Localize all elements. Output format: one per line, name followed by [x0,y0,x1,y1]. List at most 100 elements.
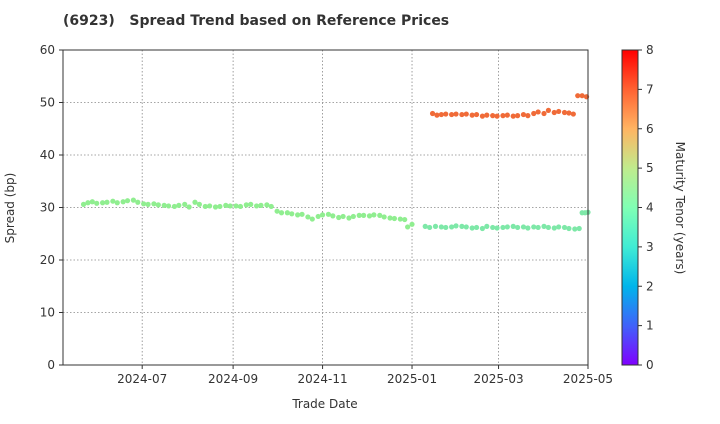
data-point [520,224,527,230]
data-point [161,202,167,208]
data-point [330,213,336,219]
data-point [556,108,562,115]
data-point [494,225,500,231]
data-point [237,203,244,210]
data-point [151,201,157,207]
data-point [576,225,582,232]
colorbar-tick-label: 4 [646,201,654,215]
data-point [278,210,285,216]
x-tick-label: 2024-11 [297,372,347,386]
data-point [490,224,496,231]
data-point [541,110,547,117]
data-point [459,111,465,118]
data-point [515,113,521,119]
data-point [227,203,233,209]
data-point [449,111,455,118]
data-point [520,111,527,118]
data-point [556,224,562,230]
colorbar-tick-label: 7 [646,82,654,96]
data-point [94,200,100,206]
data-point [443,111,449,117]
data-point [176,202,182,208]
data-point [120,199,126,205]
data-point [289,211,295,217]
data-point [202,203,208,210]
data-point [85,200,91,206]
data-point [336,214,342,221]
data-point [356,212,362,218]
data-point [427,224,433,231]
y-tick-label: 20 [40,253,55,267]
data-point [541,223,547,229]
data-point [253,203,260,209]
data-point [432,223,439,229]
y-tick-label: 10 [40,306,55,320]
data-point [531,110,537,117]
data-point [212,204,219,210]
data-point [570,111,576,117]
data-point [171,203,178,210]
data-point [405,224,411,230]
data-point [196,201,202,207]
data-point [525,225,531,231]
data-point [377,212,383,218]
y-tick-label: 30 [40,201,55,215]
data-point [130,197,136,203]
data-point [473,111,480,118]
data-point [575,93,581,99]
data-point [381,214,387,220]
data-point [469,112,475,118]
x-tick-label: 2024-09 [208,372,258,386]
data-point [80,201,87,207]
chart-title: (6923) Spread Trend based on Reference P… [63,13,449,29]
data-point [535,224,541,231]
data-point [346,215,352,221]
data-point [135,199,141,205]
data-point [566,110,572,116]
data-point [434,112,440,118]
data-point [325,211,332,217]
data-points [80,93,591,232]
y-tick-label: 50 [40,96,55,110]
data-point [315,213,321,220]
data-point [340,213,346,220]
data-point [469,225,475,231]
data-point [186,204,192,210]
data-point [104,199,110,205]
data-point [99,200,106,206]
data-point [449,224,455,230]
data-point [463,111,469,117]
data-point [309,216,315,222]
x-tick-label: 2025-03 [473,372,523,386]
series-group [429,93,590,119]
data-point [510,223,516,229]
data-point [504,112,510,118]
data-point [494,113,500,119]
data-point [561,224,568,231]
data-point [479,225,486,232]
data-point [124,198,131,204]
data-point [463,224,469,230]
data-point [453,223,459,229]
data-point [243,202,249,208]
data-point [397,216,403,222]
data-point [223,202,229,208]
data-point [531,224,537,230]
data-point [579,93,585,99]
colorbar-label: Maturity Tenor (years) [673,142,687,275]
data-point [402,216,408,223]
data-point [391,215,398,222]
data-point [443,224,449,231]
data-point [165,203,172,209]
colorbar-tick-label: 2 [646,279,654,293]
data-point [89,199,95,205]
data-point [438,111,444,118]
colorbar-ticks: 0 1 2 3 4 5 6 7 8 [638,43,654,372]
data-point [525,113,531,119]
colorbar [621,49,639,366]
data-point [268,203,274,210]
data-point [371,212,377,218]
data-point [572,226,578,232]
x-axis-ticks: 2024-07 2024-09 2024-11 2025-01 2025-03 2025-… [117,365,613,386]
